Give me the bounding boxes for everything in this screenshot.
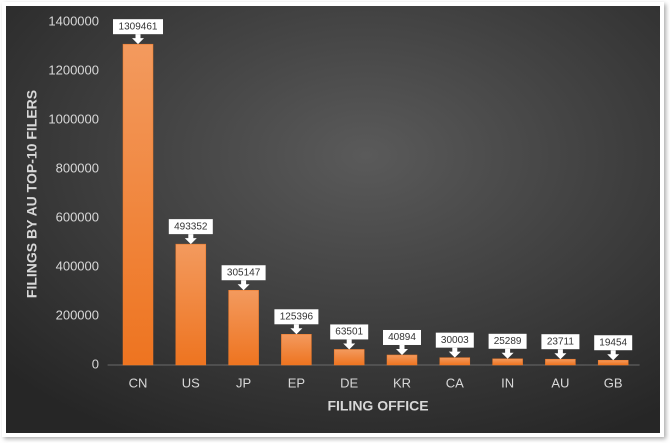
y-tick-label: 400000 <box>56 258 99 273</box>
label-arrow <box>607 350 620 361</box>
label-box <box>383 329 421 345</box>
y-tick-label: 1000000 <box>48 111 99 126</box>
bar <box>386 354 418 366</box>
x-tick-label: DE <box>340 375 358 390</box>
data-label: 63501 <box>335 327 363 338</box>
bar <box>439 357 471 366</box>
data-label: 305147 <box>227 267 261 278</box>
data-label: 30003 <box>441 335 469 346</box>
data-label: 40894 <box>388 332 416 343</box>
x-tick-label: JP <box>236 375 251 390</box>
y-tick-label: 1400000 <box>48 13 99 28</box>
label-arrow <box>290 324 303 335</box>
bar <box>175 243 207 366</box>
y-tick-label: 200000 <box>56 307 99 322</box>
label-box <box>168 219 213 235</box>
label-box <box>274 309 319 325</box>
bar <box>333 349 365 366</box>
x-axis-title: FILING OFFICE <box>327 398 428 414</box>
label-box <box>330 324 369 340</box>
x-tick-label: CA <box>446 375 464 390</box>
label-box <box>221 265 266 281</box>
label-arrow <box>132 34 144 45</box>
x-tick-label: GB <box>604 375 623 390</box>
data-label: 25289 <box>494 336 522 347</box>
label-box <box>594 335 633 351</box>
bar <box>597 359 629 366</box>
x-tick-label: KR <box>393 375 411 390</box>
y-tick-label: 800000 <box>56 160 99 175</box>
label-box <box>435 332 474 348</box>
label-arrow <box>184 234 197 245</box>
bar <box>228 289 259 366</box>
plot-background <box>6 6 660 433</box>
bar <box>492 358 523 366</box>
label-arrow <box>554 349 567 360</box>
x-tick-label: CN <box>129 375 148 390</box>
data-label: 493352 <box>174 221 208 232</box>
label-box <box>541 334 580 350</box>
bar <box>545 358 576 366</box>
label-box <box>488 333 527 349</box>
data-label: 23711 <box>547 336 575 347</box>
x-tick-label: IN <box>501 375 514 390</box>
data-label: 19454 <box>599 337 627 348</box>
label-arrow <box>237 280 250 291</box>
x-tick-label: US <box>182 375 200 390</box>
label-arrow <box>396 344 408 355</box>
label-box <box>113 19 163 35</box>
y-axis-title: FILINGS BY AU TOP-10 FILERS <box>24 90 40 298</box>
y-tick-label: 600000 <box>56 209 99 224</box>
bar <box>281 334 312 366</box>
label-arrow <box>343 339 356 350</box>
label-arrow <box>501 348 514 359</box>
data-label: 1309461 <box>119 21 158 32</box>
data-label: 125396 <box>280 311 314 322</box>
label-arrow <box>448 347 461 358</box>
x-tick-label: AU <box>551 375 569 390</box>
y-tick-label: 1200000 <box>48 62 99 77</box>
x-tick-label: EP <box>288 375 305 390</box>
bar <box>122 43 154 366</box>
y-tick-label: 0 <box>92 356 99 371</box>
